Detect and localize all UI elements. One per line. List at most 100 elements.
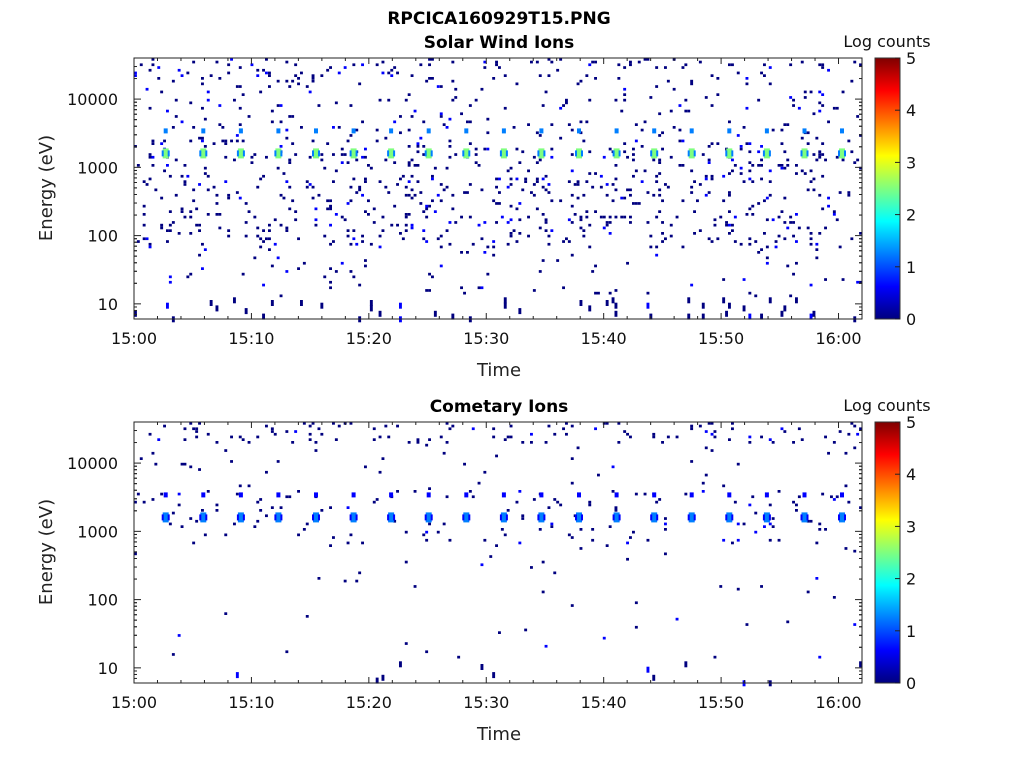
- count-cell: [669, 155, 673, 159]
- count-cell: [372, 500, 376, 504]
- count-cell: [748, 441, 752, 444]
- count-cell: [134, 310, 137, 317]
- count-cell: [230, 435, 233, 439]
- count-cell: [407, 164, 411, 167]
- count-cell: [378, 234, 382, 238]
- count-cell: [483, 470, 487, 474]
- count-cell: [760, 158, 763, 162]
- count-cell: [189, 232, 193, 235]
- count-cell: [777, 538, 781, 542]
- count-cell: [731, 422, 734, 425]
- count-cell: [302, 422, 306, 425]
- count-cell: [632, 202, 635, 205]
- count-cell: [294, 153, 298, 156]
- count-cell: [614, 302, 618, 309]
- sweep-peak-edge: [242, 514, 245, 521]
- count-cell: [736, 71, 740, 75]
- count-cell: [748, 237, 752, 241]
- count-cell: [827, 120, 830, 124]
- count-cell: [189, 272, 193, 276]
- count-cell: [815, 248, 819, 251]
- count-cell: [404, 213, 408, 216]
- count-cell: [326, 68, 330, 72]
- count-cell: [404, 193, 408, 197]
- count-cell: [725, 221, 728, 224]
- count-cell: [591, 185, 595, 189]
- count-cell: [704, 193, 708, 197]
- count-cell: [815, 242, 819, 246]
- count-cell: [527, 215, 530, 219]
- count-cell: [509, 234, 513, 238]
- count-cell: [439, 435, 443, 439]
- count-cell: [154, 462, 158, 466]
- count-cell: [361, 120, 364, 124]
- count-cell: [827, 68, 830, 72]
- count-cell: [771, 517, 775, 520]
- count-cell: [556, 500, 560, 504]
- count-cell: [422, 533, 426, 537]
- count-cell: [203, 117, 207, 121]
- count-cell: [209, 300, 213, 306]
- count-cell: [332, 240, 335, 243]
- count-cell: [850, 422, 854, 425]
- count-cell: [460, 215, 463, 219]
- count-cell: [812, 310, 816, 317]
- count-cell: [809, 232, 813, 235]
- sweep-peak: [726, 512, 733, 523]
- sweep-peak-edge: [274, 150, 277, 157]
- count-cell: [448, 145, 452, 148]
- count-cell: [771, 218, 775, 222]
- count-cell: [340, 147, 344, 151]
- count-cell: [375, 498, 379, 501]
- count-cell: [765, 261, 769, 265]
- count-cell: [821, 63, 825, 67]
- count-cell: [439, 115, 443, 118]
- count-cell: [780, 210, 784, 213]
- count-cell: [340, 215, 344, 219]
- count-cell: [454, 153, 458, 156]
- count-cell: [238, 66, 242, 69]
- count-cell: [655, 500, 659, 504]
- count-cell: [486, 131, 490, 135]
- count-cell: [428, 272, 431, 276]
- count-cell: [442, 522, 446, 526]
- count-cell: [634, 492, 638, 496]
- count-cell: [308, 183, 312, 186]
- count-cell: [416, 142, 420, 145]
- count-cell: [690, 82, 694, 86]
- count-cell: [270, 300, 274, 306]
- count-cell: [238, 435, 242, 439]
- count-cell: [582, 234, 586, 238]
- count-cell: [815, 256, 819, 260]
- sweep-peak-upper: [238, 492, 243, 498]
- count-cell: [279, 223, 283, 227]
- count-cell: [602, 215, 606, 219]
- count-cell: [300, 300, 303, 306]
- count-cell: [352, 63, 356, 67]
- sweep-peak-upper: [577, 492, 581, 498]
- count-cell: [608, 215, 612, 219]
- count-cell: [378, 470, 382, 474]
- count-cell: [364, 177, 367, 181]
- count-cell: [771, 128, 775, 132]
- count-cell: [358, 571, 362, 575]
- sweep-peak-edge: [543, 514, 546, 521]
- count-cell: [532, 498, 536, 501]
- count-cell: [812, 153, 816, 156]
- count-cell: [728, 191, 731, 194]
- count-cell: [588, 63, 592, 67]
- count-cell: [797, 226, 801, 230]
- x-tick-label: 15:00: [111, 693, 157, 712]
- count-cell: [684, 109, 688, 113]
- count-cell: [142, 204, 146, 208]
- count-cell: [498, 191, 501, 194]
- count-cell: [372, 221, 376, 224]
- count-cell: [856, 158, 860, 162]
- count-cell: [675, 435, 679, 439]
- count-cell: [550, 147, 554, 151]
- count-cell: [483, 221, 487, 224]
- count-cell: [492, 672, 496, 679]
- sweep-peak-upper: [276, 492, 281, 498]
- count-cell: [795, 172, 798, 175]
- count-cell: [317, 427, 321, 431]
